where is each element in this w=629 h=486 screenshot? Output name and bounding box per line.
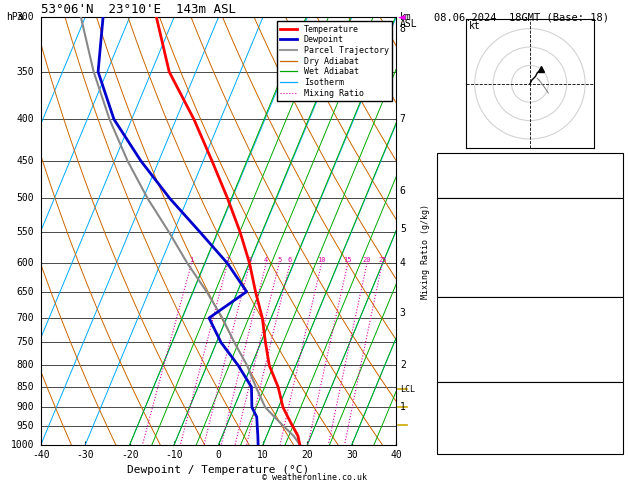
Text: 350: 350 <box>16 67 34 77</box>
Text: Surface: Surface <box>509 201 550 211</box>
Text: 900: 900 <box>16 402 34 412</box>
Text: hPa: hPa <box>6 12 24 22</box>
Text: 300: 300 <box>16 12 34 22</box>
Text: 18.3: 18.3 <box>596 214 620 225</box>
Text: 500: 500 <box>16 193 34 204</box>
Text: Mixing Ratio (g/kg): Mixing Ratio (g/kg) <box>421 204 430 299</box>
Text: SREH: SREH <box>440 413 464 423</box>
Text: θₑ (K): θₑ (K) <box>440 327 476 337</box>
Text: Lifted Index: Lifted Index <box>440 255 511 265</box>
Text: Pressure (mb): Pressure (mb) <box>440 313 516 324</box>
Text: LCL: LCL <box>400 384 415 394</box>
Text: 59: 59 <box>608 413 620 423</box>
Text: 8: 8 <box>400 24 406 34</box>
Text: 5: 5 <box>277 257 281 263</box>
Text: 3: 3 <box>400 308 406 318</box>
Text: Hodograph: Hodograph <box>503 385 557 396</box>
Text: 800: 800 <box>16 361 34 370</box>
Text: StmDir: StmDir <box>440 426 476 436</box>
Text: © weatheronline.co.uk: © weatheronline.co.uk <box>262 473 367 482</box>
Text: K: K <box>440 156 446 166</box>
Text: 850: 850 <box>16 382 34 392</box>
Text: 1001: 1001 <box>596 313 620 324</box>
Text: 550: 550 <box>16 227 34 237</box>
Text: 700: 700 <box>16 313 34 323</box>
Text: 2: 2 <box>225 257 230 263</box>
Text: 297°: 297° <box>596 426 620 436</box>
Text: kt: kt <box>469 20 481 31</box>
Text: ◄: ◄ <box>398 12 405 25</box>
Text: 450: 450 <box>16 156 34 166</box>
Text: 5: 5 <box>614 156 620 166</box>
Text: 1000: 1000 <box>11 440 34 450</box>
Text: 1: 1 <box>189 257 194 263</box>
Text: 750: 750 <box>16 337 34 347</box>
Text: 68: 68 <box>608 354 620 364</box>
X-axis label: Dewpoint / Temperature (°C): Dewpoint / Temperature (°C) <box>128 465 309 475</box>
Text: CAPE (J): CAPE (J) <box>440 354 487 364</box>
Text: 18: 18 <box>608 440 620 450</box>
Text: 650: 650 <box>16 287 34 296</box>
Text: 20: 20 <box>363 257 371 263</box>
Text: 3: 3 <box>614 341 620 351</box>
Text: CIN (J): CIN (J) <box>440 282 481 293</box>
Text: km: km <box>399 12 411 22</box>
Text: 3: 3 <box>248 257 252 263</box>
Text: Dewp (°C): Dewp (°C) <box>440 228 493 238</box>
Text: 311: 311 <box>602 327 620 337</box>
Text: 6: 6 <box>288 257 292 263</box>
Text: PW (cm): PW (cm) <box>440 183 481 193</box>
Text: 25: 25 <box>378 257 386 263</box>
Text: StmSpd (kt): StmSpd (kt) <box>440 440 505 450</box>
Text: 4: 4 <box>264 257 269 263</box>
Text: 1: 1 <box>400 402 406 412</box>
Text: 68: 68 <box>608 269 620 279</box>
Text: 9: 9 <box>614 399 620 409</box>
Text: 53°06'N  23°10'E  143m ASL: 53°06'N 23°10'E 143m ASL <box>41 3 236 16</box>
Text: 2: 2 <box>400 361 406 370</box>
Text: CAPE (J): CAPE (J) <box>440 269 487 279</box>
Text: 0: 0 <box>614 368 620 378</box>
Text: 400: 400 <box>16 114 34 124</box>
Text: 8.9: 8.9 <box>602 228 620 238</box>
Text: 1.53: 1.53 <box>596 183 620 193</box>
Text: ASL: ASL <box>399 19 417 30</box>
Text: 0: 0 <box>614 282 620 293</box>
Text: Totals Totals: Totals Totals <box>440 170 516 180</box>
Text: 4: 4 <box>400 258 406 268</box>
Text: Lifted Index: Lifted Index <box>440 341 511 351</box>
Text: 08.06.2024  18GMT (Base: 18): 08.06.2024 18GMT (Base: 18) <box>434 12 609 22</box>
Text: 3: 3 <box>614 255 620 265</box>
Text: EH: EH <box>440 399 452 409</box>
Text: CIN (J): CIN (J) <box>440 368 481 378</box>
Text: 311: 311 <box>602 242 620 252</box>
Text: 7: 7 <box>400 114 406 124</box>
Text: Temp (°C): Temp (°C) <box>440 214 493 225</box>
Text: 15: 15 <box>343 257 352 263</box>
Text: 600: 600 <box>16 258 34 268</box>
Text: 950: 950 <box>16 421 34 432</box>
Legend: Temperature, Dewpoint, Parcel Trajectory, Dry Adiabat, Wet Adiabat, Isotherm, Mi: Temperature, Dewpoint, Parcel Trajectory… <box>277 21 392 101</box>
Text: Most Unstable: Most Unstable <box>492 300 568 310</box>
Text: 5: 5 <box>400 224 406 234</box>
Text: 6: 6 <box>400 186 406 196</box>
Text: 41: 41 <box>608 170 620 180</box>
Text: 10: 10 <box>318 257 326 263</box>
Text: θₑ(K): θₑ(K) <box>440 242 470 252</box>
